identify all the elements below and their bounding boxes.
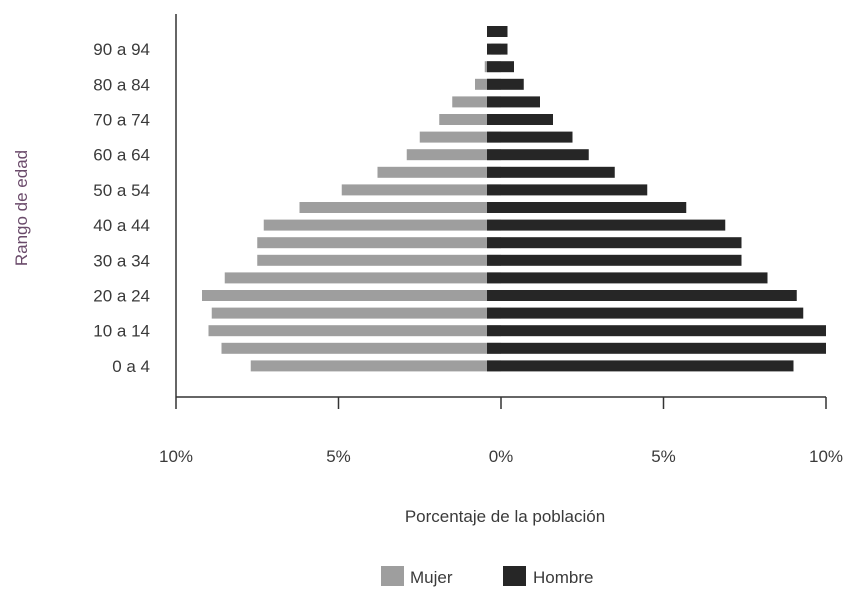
x-tick-label: 0% [489,447,514,466]
bar-mujer [439,114,501,125]
bar-hombre [501,131,573,143]
center-marker [487,219,501,231]
bar-mujer [299,202,501,213]
x-tick-label: 5% [651,447,676,466]
y-ticks-layer: 0 a 4 10 a 14 20 a 24 30 a 34 40 a 44 50 a 54… [93,40,150,376]
y-tick-label: 70 a 74 [93,111,150,130]
center-marker [487,307,501,319]
bar-hombre [501,342,826,354]
legend-label-mujer: Mujer [410,568,453,587]
bar-hombre [501,96,540,108]
bar-hombre [501,114,553,125]
y-tick-label: 30 a 34 [93,251,150,270]
bar-hombre [501,43,508,55]
bar-mujer [211,307,501,319]
center-marker [487,149,501,161]
x-tick-label: 10% [809,447,843,466]
center-marker [487,360,501,372]
bar-mujer [208,325,501,337]
bar-mujer [202,290,501,301]
bar-hombre [501,149,589,161]
bar-mujer [221,342,501,354]
center-marker [487,96,501,108]
center-marker [487,61,501,73]
center-marker [487,166,501,178]
bar-mujer [257,254,501,266]
y-tick-label: 60 a 64 [93,146,150,165]
legend-swatch-hombre [503,566,526,586]
legend-label-hombre: Hombre [533,568,593,587]
bar-hombre [501,184,648,196]
bar-hombre [501,325,826,337]
bar-hombre [501,219,726,231]
y-tick-label: 50 a 54 [93,181,150,200]
bar-hombre [501,166,615,178]
center-marker [487,254,501,266]
y-tick-label: 40 a 44 [93,216,150,235]
bar-mujer [341,184,501,196]
center-marker [487,272,501,284]
center-marker [487,184,501,196]
x-tick-label: 10% [159,447,193,466]
x-ticks-layer: 10% 5% 0% 5% 10% [159,397,843,466]
bar-hombre [501,202,687,213]
x-tick-label: 5% [326,447,351,466]
center-marker [487,290,501,301]
bar-mujer [250,360,501,372]
center-marker [487,43,501,55]
bar-hombre [501,307,804,319]
center-marker [487,325,501,337]
center-marker [487,342,501,354]
center-marker [487,202,501,213]
bar-hombre [501,290,797,301]
x-axis-title: Porcentaje de la población [405,507,605,526]
center-marker [487,131,501,143]
center-marker [487,114,501,125]
bar-mujer [452,96,501,108]
legend: Mujer Hombre [381,566,593,587]
legend-swatch-mujer [381,566,404,586]
bar-mujer [419,131,501,143]
center-marker [487,237,501,249]
center-marker [487,26,501,37]
bar-hombre [501,237,742,249]
bar-hombre [501,254,742,266]
y-tick-label: 20 a 24 [93,287,150,306]
bar-mujer [263,219,501,231]
bar-hombre [501,78,524,90]
bar-mujer [406,149,501,161]
bar-hombre [501,61,514,73]
bar-mujer [377,166,501,178]
bar-mujer [224,272,501,284]
bar-hombre [501,360,794,372]
y-tick-label: 10 a 14 [93,322,150,341]
bar-hombre [501,272,768,284]
bar-hombre [501,26,508,37]
center-marker [487,78,501,90]
bar-mujer [257,237,501,249]
y-tick-label: 0 a 4 [112,357,150,376]
bars-layer [202,26,826,372]
y-tick-label: 80 a 84 [93,75,150,94]
y-tick-label: 90 a 94 [93,40,150,59]
y-axis-title: Rango de edad [12,150,31,266]
